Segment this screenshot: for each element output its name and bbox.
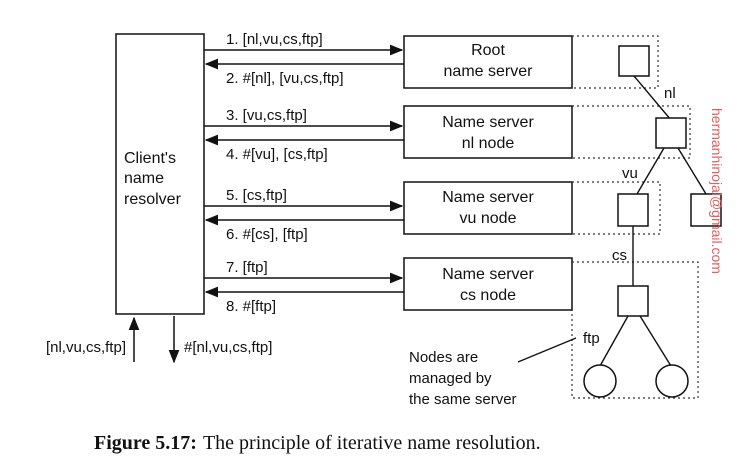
- note-line-2: managed by: [409, 370, 492, 387]
- client-output-label: #[nl,vu,cs,ftp]: [184, 339, 272, 356]
- tree-edge-nl-vu: [636, 147, 665, 195]
- vu-server-line-1: Name server: [442, 189, 534, 206]
- client-resolver-box: [115, 33, 205, 315]
- tree-leaf-ftp-left: [583, 364, 617, 398]
- watermark-email: hermanhinojal@gmail.com: [709, 108, 725, 274]
- msg-label-4: 4. #[vu], [cs,ftp]: [226, 146, 328, 163]
- tree-edge-cs-ftp-right: [639, 315, 672, 367]
- client-label-line-1: Client's: [124, 150, 176, 167]
- client-label-line-2: name: [124, 170, 164, 187]
- caption-bold: Figure 5.17:: [94, 432, 197, 454]
- nl-server-line-2: nl node: [462, 135, 515, 152]
- tree-label-nl: nl: [664, 85, 676, 102]
- caption-text: The principle of iterative name resoluti…: [203, 432, 541, 454]
- msg-label-7: 7. [ftp]: [226, 259, 268, 276]
- msg-label-6: 6. #[cs], [ftp]: [226, 226, 308, 243]
- root-server-line-2: name server: [444, 63, 534, 80]
- msg-label-3: 3. [vu,cs,ftp]: [226, 107, 307, 124]
- root-zone-outline: [572, 35, 659, 89]
- tree-label-ftp: ftp: [583, 330, 600, 347]
- root-server-box: [403, 35, 573, 89]
- msg-label-8: 8. #[ftp]: [226, 298, 276, 315]
- tree-node-cs: [617, 285, 649, 317]
- note-pointer-line: [517, 337, 577, 363]
- cs-zone-outline: [571, 261, 699, 399]
- tree-edge-root-nl: [633, 75, 672, 121]
- client-input-label: [nl,vu,cs,ftp]: [46, 339, 126, 356]
- tree-label-cs: cs: [612, 247, 627, 264]
- msg-label-2: 2. #[nl], [vu,cs,ftp]: [226, 70, 344, 87]
- tree-node-vu: [617, 193, 649, 227]
- note-line-3: the same server: [409, 391, 517, 408]
- tree-node-nl: [655, 117, 687, 149]
- vu-server-line-2: vu node: [460, 210, 517, 227]
- cs-server-box: [403, 257, 573, 311]
- note-line-1: Nodes are: [409, 349, 478, 366]
- vu-server-box: [403, 181, 573, 235]
- cs-server-line-1: Name server: [442, 266, 534, 283]
- msg-label-1: 1. [nl,vu,cs,ftp]: [226, 31, 323, 48]
- root-server-line-1: Root: [471, 42, 505, 59]
- tree-edge-cs-ftp-left: [599, 315, 629, 367]
- msg-label-5: 5. [cs,ftp]: [226, 187, 287, 204]
- nl-server-line-1: Name server: [442, 114, 534, 131]
- figure-caption: Figure 5.17: The principle of iterative n…: [94, 432, 541, 454]
- client-label-line-3: resolver: [124, 191, 182, 208]
- tree-node-root: [618, 45, 650, 77]
- tree-leaf-ftp-right: [655, 364, 689, 398]
- tree-node-nl-sibling: [690, 193, 722, 227]
- tree-label-vu: vu: [622, 165, 638, 182]
- nl-server-box: [403, 105, 573, 159]
- cs-server-line-2: cs node: [460, 287, 516, 304]
- tree-edge-nl-other: [677, 147, 707, 195]
